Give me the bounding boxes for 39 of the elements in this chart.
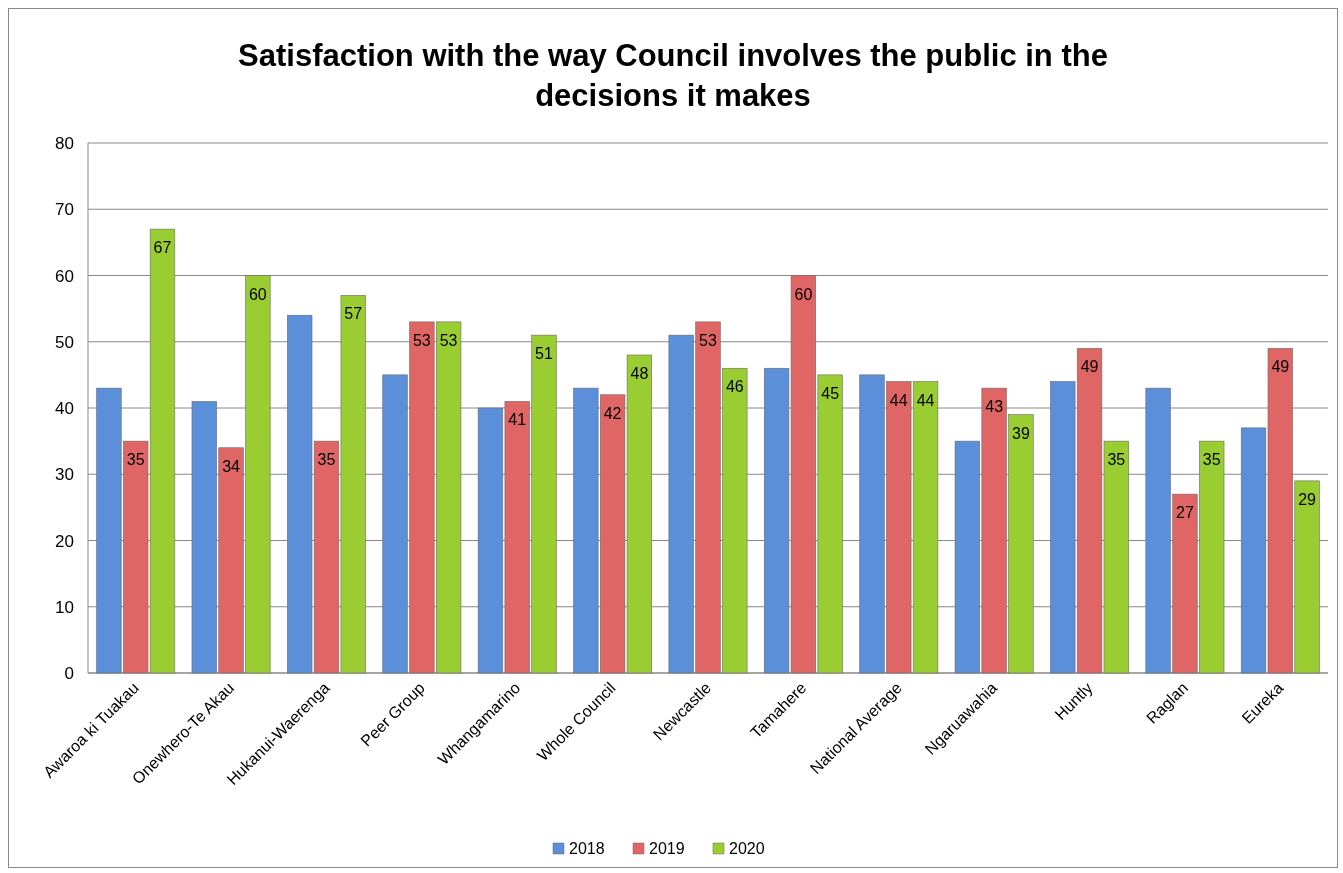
y-tick-label: 70	[55, 200, 74, 220]
data-label: 44	[889, 391, 908, 409]
legend-label: 2020	[729, 840, 765, 857]
data-label: 48	[630, 365, 649, 382]
data-label: 53	[439, 331, 458, 349]
data-label: 51	[535, 345, 554, 363]
data-label: 67	[153, 239, 172, 257]
data-label: 34	[222, 457, 241, 475]
legend-label: 2019	[649, 840, 685, 857]
data-label: 35	[126, 451, 145, 469]
y-tick-label: 80	[55, 134, 74, 153]
data-label: 53	[412, 331, 431, 349]
y-tick-label: 50	[55, 332, 74, 352]
y-tick-label: 0	[64, 664, 74, 683]
y-tick-label: 20	[55, 531, 74, 551]
data-label: 60	[794, 285, 813, 303]
data-label: 44	[916, 391, 935, 409]
data-label: 35	[1202, 451, 1221, 469]
y-tick-label: 10	[55, 597, 74, 617]
y-tick-label: 40	[55, 399, 74, 418]
data-label: 27	[1176, 504, 1194, 522]
data-label: 35	[1107, 451, 1126, 469]
data-label: 49	[1080, 358, 1099, 376]
y-tick-label: 30	[55, 465, 74, 485]
data-label: 60	[248, 285, 267, 303]
data-label: 42	[603, 404, 622, 422]
legend-label: 2018	[569, 840, 605, 857]
data-label: 49	[1271, 358, 1290, 376]
data-label: 53	[699, 331, 717, 349]
data-label: 46	[725, 378, 744, 396]
data-label: 35	[317, 451, 336, 469]
data-label: 43	[985, 398, 1004, 416]
data-label: 29	[1298, 490, 1317, 508]
data-label: 45	[821, 384, 840, 402]
data-label: 39	[1012, 424, 1030, 442]
y-tick-label: 60	[55, 266, 74, 286]
data-label: 57	[344, 305, 363, 323]
chart-title: Satisfaction with the way Council involves the public in the decisions it makes	[238, 38, 1108, 113]
data-label: 41	[508, 411, 527, 429]
